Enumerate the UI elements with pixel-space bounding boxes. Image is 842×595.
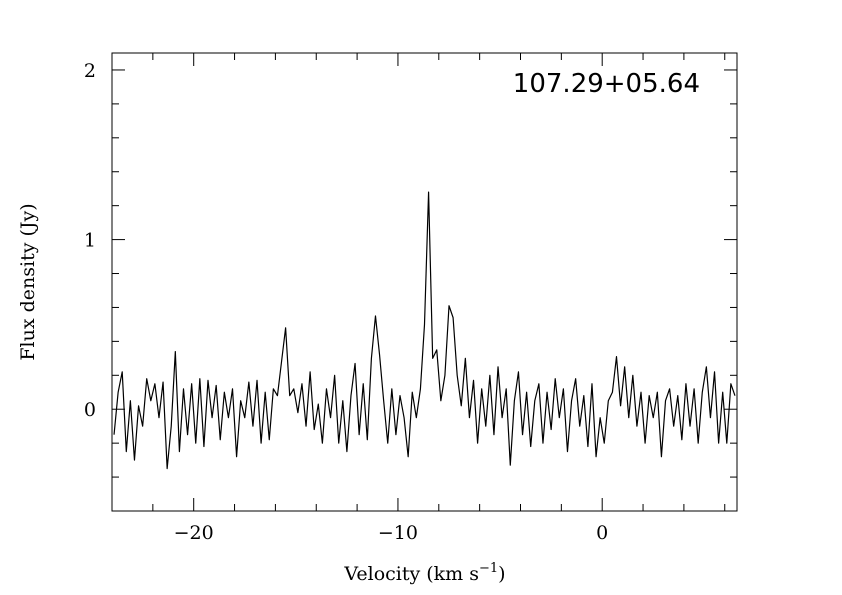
- x-axis-label-text: Velocity (km s: [343, 563, 479, 585]
- spectrum-line: [113, 191, 736, 470]
- x-axis-label-end: ): [498, 563, 505, 585]
- x-axis-label-sup: −1: [479, 561, 498, 576]
- annotation: 107.29+05.64: [513, 69, 700, 99]
- x-tick-label: 0: [596, 522, 608, 544]
- y-tick-label: 0: [84, 399, 96, 421]
- y-tick-label: 1: [84, 230, 96, 252]
- y-tick-label: 2: [84, 60, 96, 82]
- y-axis-label: Flux density (Jy): [17, 203, 39, 360]
- plot-frame: [111, 52, 738, 512]
- x-tick-label: −20: [174, 522, 214, 544]
- x-axis-label: Velocity (km s−1): [343, 561, 505, 585]
- x-tick-label: −10: [378, 522, 418, 544]
